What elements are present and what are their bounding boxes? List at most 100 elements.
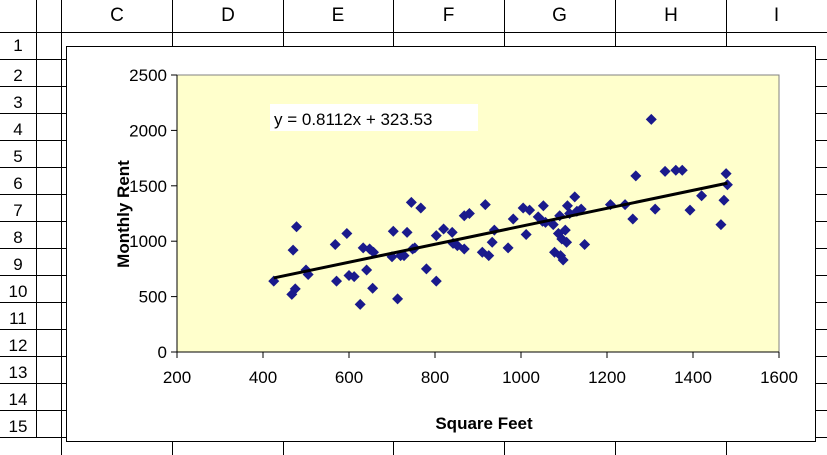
row-header-2[interactable]: 2 bbox=[0, 59, 37, 86]
data-point[interactable] bbox=[430, 275, 442, 287]
data-point[interactable] bbox=[561, 200, 573, 212]
data-point[interactable] bbox=[392, 293, 404, 305]
row-header-6[interactable]: 6 bbox=[0, 167, 37, 194]
x-tick-label: 1400 bbox=[674, 368, 712, 387]
row-header-5[interactable]: 5 bbox=[0, 140, 37, 167]
row-header-9[interactable]: 9 bbox=[0, 248, 37, 275]
trendline[interactable] bbox=[273, 181, 728, 280]
data-point[interactable] bbox=[446, 226, 458, 238]
column-header-h[interactable]: H bbox=[615, 0, 727, 33]
data-point[interactable] bbox=[420, 263, 432, 275]
row-header-15[interactable]: 15 bbox=[0, 410, 37, 437]
data-point[interactable] bbox=[430, 230, 442, 242]
data-point[interactable] bbox=[401, 226, 413, 238]
data-point[interactable] bbox=[718, 194, 730, 206]
data-points bbox=[268, 113, 733, 310]
select-all-corner[interactable] bbox=[0, 0, 37, 33]
data-point[interactable] bbox=[720, 168, 732, 180]
data-point[interactable] bbox=[676, 164, 688, 176]
data-point[interactable] bbox=[502, 242, 514, 254]
column-header-f[interactable]: F bbox=[393, 0, 504, 33]
data-point[interactable] bbox=[405, 196, 417, 208]
column-header-e[interactable]: E bbox=[283, 0, 393, 33]
column-header-d[interactable]: D bbox=[172, 0, 284, 33]
row-header-10[interactable]: 10 bbox=[0, 275, 37, 302]
data-point[interactable] bbox=[649, 203, 661, 215]
x-tick-label: 600 bbox=[335, 368, 363, 387]
data-point[interactable] bbox=[329, 239, 341, 251]
data-point[interactable] bbox=[483, 250, 495, 262]
y-tick-label: 0 bbox=[158, 343, 167, 362]
y-tick-label: 2500 bbox=[129, 66, 167, 85]
data-point[interactable] bbox=[479, 199, 491, 211]
data-point[interactable] bbox=[524, 204, 536, 216]
column-header-b-partial[interactable] bbox=[36, 0, 62, 33]
data-point[interactable] bbox=[630, 170, 642, 182]
row-header-1[interactable]: 1 bbox=[0, 33, 37, 59]
data-point[interactable] bbox=[331, 275, 343, 287]
y-tick-label: 1500 bbox=[129, 177, 167, 196]
row-header-13[interactable]: 13 bbox=[0, 356, 37, 383]
data-point[interactable] bbox=[579, 239, 591, 251]
data-point[interactable] bbox=[289, 283, 301, 295]
data-point[interactable] bbox=[684, 204, 696, 216]
row-header-12[interactable]: 12 bbox=[0, 329, 37, 356]
data-point[interactable] bbox=[721, 179, 733, 191]
data-point[interactable] bbox=[561, 236, 573, 248]
data-point[interactable] bbox=[287, 244, 299, 256]
data-point[interactable] bbox=[415, 202, 427, 214]
data-point[interactable] bbox=[348, 271, 360, 283]
data-point[interactable] bbox=[645, 113, 657, 125]
data-point[interactable] bbox=[517, 202, 529, 214]
data-point[interactable] bbox=[627, 213, 639, 225]
y-tick-label: 2000 bbox=[129, 121, 167, 140]
column-header-g[interactable]: G bbox=[504, 0, 615, 33]
data-point[interactable] bbox=[547, 219, 559, 231]
row-header-14[interactable]: 14 bbox=[0, 383, 37, 410]
y-axis-label: Monthly Rent bbox=[114, 160, 133, 268]
scatter-chart: 0 500 1000 1500 2000 2500 200 400 600 800 1000 120… bbox=[114, 66, 798, 433]
y-tick-label: 500 bbox=[139, 288, 167, 307]
data-point[interactable] bbox=[486, 236, 498, 248]
data-point[interactable] bbox=[463, 208, 475, 219]
data-point[interactable] bbox=[659, 165, 671, 177]
data-point[interactable] bbox=[549, 246, 561, 258]
data-point[interactable] bbox=[537, 200, 549, 212]
column-header-c[interactable]: C bbox=[61, 0, 173, 33]
embedded-chart[interactable]: 0 500 1000 1500 2000 2500 200 400 600 800 1000 120… bbox=[66, 46, 816, 442]
data-point[interactable] bbox=[559, 224, 571, 236]
x-tick-label: 1600 bbox=[760, 368, 798, 387]
row-header-4[interactable]: 4 bbox=[0, 113, 37, 140]
data-point[interactable] bbox=[398, 250, 410, 262]
data-point[interactable] bbox=[387, 225, 399, 237]
data-point[interactable] bbox=[569, 191, 581, 203]
data-point[interactable] bbox=[291, 221, 303, 233]
data-point[interactable] bbox=[438, 223, 450, 235]
data-point[interactable] bbox=[367, 282, 379, 294]
y-tick-label: 1000 bbox=[129, 232, 167, 251]
data-point[interactable] bbox=[557, 254, 569, 266]
row-header-3[interactable]: 3 bbox=[0, 86, 37, 113]
data-point[interactable] bbox=[520, 229, 532, 241]
data-point[interactable] bbox=[507, 213, 519, 225]
data-point[interactable] bbox=[354, 298, 366, 310]
data-point[interactable] bbox=[670, 164, 682, 176]
x-tick-label: 200 bbox=[163, 368, 191, 387]
column-header-i[interactable]: I bbox=[726, 0, 827, 33]
data-point[interactable] bbox=[458, 243, 470, 255]
row-header-7[interactable]: 7 bbox=[0, 194, 37, 221]
x-axis: 200 400 600 800 1000 1200 1400 1600 bbox=[163, 351, 798, 387]
row-header-8[interactable]: 8 bbox=[0, 221, 37, 248]
col-divider bbox=[61, 0, 62, 455]
x-tick-label: 1000 bbox=[502, 368, 540, 387]
equation-label-box bbox=[270, 104, 478, 131]
data-point[interactable] bbox=[696, 190, 708, 202]
x-tick-label: 800 bbox=[421, 368, 449, 387]
trendline-equation-label[interactable]: y = 0.8112x + 323.53 bbox=[274, 110, 432, 129]
data-point[interactable] bbox=[552, 227, 564, 239]
data-point[interactable] bbox=[361, 264, 373, 276]
row-header-11[interactable]: 11 bbox=[0, 302, 37, 329]
data-point[interactable] bbox=[341, 227, 353, 239]
data-point[interactable] bbox=[715, 219, 727, 231]
